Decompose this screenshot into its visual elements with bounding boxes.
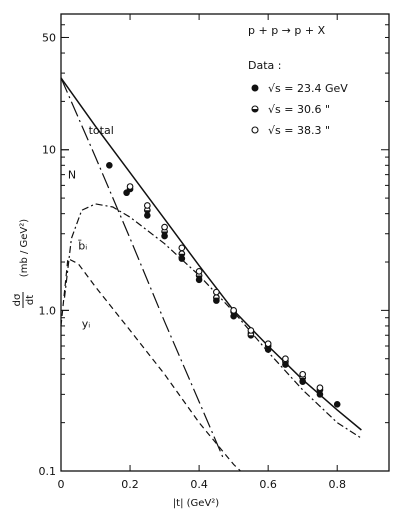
point-s2-10	[299, 370, 307, 378]
point-s2-3	[178, 244, 186, 252]
point-s1-2-fill	[161, 231, 168, 235]
point-s1-10-fill	[299, 377, 306, 381]
point-s2-8	[264, 340, 272, 348]
point-s2-0	[126, 183, 134, 190]
point-s1-5	[213, 294, 220, 302]
point-s2-1	[143, 202, 151, 209]
curve-label-3: yᵢ	[82, 318, 91, 331]
point-s2-11	[316, 384, 324, 392]
x-tick-label-4: 0.8	[328, 478, 346, 491]
point-s1-7-fill	[248, 335, 254, 339]
legend-label-2: √s = 38.3 "	[268, 124, 330, 137]
x-tick-label-0: 0	[58, 478, 65, 491]
y-tick-label-1: 1.0	[39, 304, 57, 317]
curve-3	[60, 257, 241, 472]
point-s1-1-fill	[144, 210, 151, 214]
data-points	[106, 162, 341, 408]
point-s1-3	[178, 250, 186, 258]
x-tick-label-1: 0.2	[121, 478, 139, 491]
point-s0-0	[106, 162, 113, 169]
reaction-label: p + p → p + X	[248, 24, 326, 37]
x-tick-label-2: 0.4	[190, 478, 208, 491]
y-tick-label-0: 0.1	[39, 465, 57, 478]
y-axis-label-unit: (mb / GeV²)	[19, 219, 30, 277]
legend-marker-1-fill	[252, 109, 258, 112]
x-tick-label-3: 0.6	[259, 478, 277, 491]
x-axis-label: |t| (GeV²)	[173, 498, 219, 509]
y-axis-label-fraction-den: dt	[25, 295, 36, 305]
y-axis-label: dσ dt (mb / GeV²)	[12, 219, 36, 308]
y-tick-label-3: 50	[42, 31, 56, 44]
legend-label-1: √s = 30.6 "	[268, 103, 330, 116]
y-axis-label-fraction-num: dσ	[12, 293, 23, 306]
axis-ticks: 0 0.2 0.4 0.6 0.8 0.1 1.0 10 50	[39, 13, 389, 491]
legend-marker-0	[251, 84, 259, 92]
point-s2-4	[195, 267, 203, 275]
point-s1-0-fill	[127, 188, 133, 192]
curve-1	[60, 77, 224, 459]
legend-marker-1	[251, 105, 259, 113]
point-s2-6	[230, 307, 237, 314]
legend-label-0: √s = 23.4 GeV	[268, 82, 348, 95]
point-s2-5	[213, 288, 220, 296]
point-s1-5-fill	[213, 297, 220, 301]
legend-marker-2	[251, 126, 259, 134]
curve-label-2: b̄ᵢ	[78, 239, 88, 252]
legend: √s = 23.4 GeV √s = 30.6 " √s = 38.3 "	[251, 82, 348, 137]
point-s1-4-fill	[196, 275, 202, 279]
curve-label-1: N	[68, 169, 76, 182]
legend-title: Data :	[248, 59, 281, 72]
point-s1-3-fill	[179, 253, 185, 257]
curve-2	[63, 203, 362, 439]
y-tick-label-2: 10	[42, 144, 56, 157]
point-s1-9-fill	[282, 361, 289, 365]
curve-label-0: total	[89, 124, 114, 137]
point-s0-13	[333, 401, 341, 408]
plot-frame	[60, 13, 390, 472]
point-s2-7	[247, 327, 255, 334]
point-s2-2	[161, 223, 168, 231]
curve-labels: total Nb̄ᵢ yᵢ	[68, 124, 114, 331]
point-s2-9	[282, 355, 289, 363]
